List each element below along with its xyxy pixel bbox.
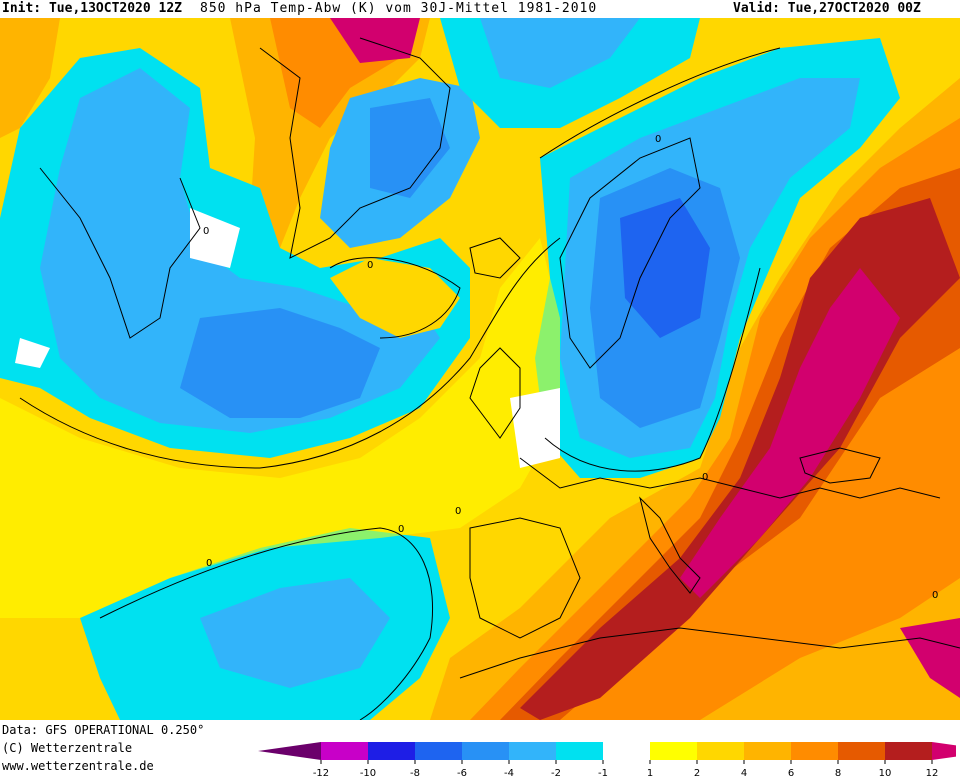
legend-tick-label: -2 bbox=[551, 768, 561, 779]
legend-swatch bbox=[697, 742, 744, 760]
contour-label: 0 bbox=[932, 590, 938, 601]
legend-swatch bbox=[462, 742, 509, 760]
warm-zone-east-max bbox=[680, 268, 900, 598]
contour-label: 0 bbox=[398, 524, 404, 535]
cold-zone-arctic-inner bbox=[480, 18, 640, 88]
zero-contour-europe bbox=[539, 47, 781, 472]
coastline-black-sea bbox=[799, 447, 881, 484]
cold-zone-canada-core bbox=[180, 308, 380, 418]
warm-zone-northwest bbox=[0, 18, 60, 138]
legend-tick-label: -6 bbox=[457, 768, 467, 779]
warm-zone-greenland-peak bbox=[330, 18, 420, 63]
coastline-canada bbox=[39, 167, 201, 339]
legend-tick-label: 4 bbox=[741, 768, 747, 779]
neutral-zone-1 bbox=[190, 208, 240, 268]
coastline-iberia bbox=[469, 517, 581, 639]
coastline-greenland bbox=[259, 37, 451, 259]
contour-labels: 0 0 0 0 0 0 0 0 bbox=[203, 134, 938, 601]
contour-label: 0 bbox=[702, 472, 708, 483]
neutral-zone-3 bbox=[15, 338, 50, 368]
legend-tick-label: -12 bbox=[313, 768, 329, 779]
legend-swatch bbox=[509, 742, 556, 760]
coastline-north-africa bbox=[459, 627, 960, 679]
map-title-bar: Init: Tue,13OCT2020 12Z 850 hPa Temp-Abw… bbox=[0, 0, 960, 18]
copyright-label: (C) Wetterzentrale bbox=[2, 741, 133, 755]
legend-tick-label: 10 bbox=[879, 768, 892, 779]
legend-swatch bbox=[603, 742, 650, 760]
legend-swatch bbox=[838, 742, 885, 760]
coastline-british-isles bbox=[469, 347, 521, 439]
map-canvas: 0 0 0 0 0 0 0 0 bbox=[0, 18, 960, 720]
legend-swatch bbox=[791, 742, 838, 760]
map-footer: Data: GFS OPERATIONAL 0.250° (C) Wetterz… bbox=[0, 720, 960, 782]
legend-tick-label: 12 bbox=[926, 768, 939, 779]
data-source-label: Data: GFS OPERATIONAL 0.250° bbox=[2, 723, 205, 737]
legend-swatch bbox=[885, 742, 932, 760]
legend-swatch bbox=[744, 742, 791, 760]
legend-tick-label: 6 bbox=[788, 768, 794, 779]
product-title: 850 hPa Temp-Abw (K) vom 30J-Mittel 1981… bbox=[200, 1, 598, 16]
valid-time-label: Valid: Tue,27OCT2020 00Z bbox=[733, 1, 921, 16]
coastlines bbox=[39, 37, 960, 679]
contour-label: 0 bbox=[367, 260, 373, 271]
legend-swatch bbox=[556, 742, 603, 760]
website-label: www.wetterzentrale.de bbox=[2, 759, 154, 773]
coastline-scandinavia bbox=[559, 137, 701, 369]
warm-zone-greenland-north bbox=[230, 18, 430, 248]
yellow-band-atlantic bbox=[0, 238, 560, 618]
legend-tick-label: -4 bbox=[504, 768, 514, 779]
legend-swatch bbox=[932, 742, 956, 760]
legend-swatch bbox=[258, 742, 321, 760]
temperature-anomaly-map: 0 0 0 0 0 0 0 0 bbox=[0, 18, 960, 720]
zero-contour-greenland bbox=[329, 257, 461, 339]
legend-swatch bbox=[650, 742, 697, 760]
contour-label: 0 bbox=[206, 558, 212, 569]
legend-tick-label: 8 bbox=[835, 768, 841, 779]
zero-contour-south bbox=[99, 527, 434, 720]
legend-tick-label: -1 bbox=[598, 768, 608, 779]
contour-label: 0 bbox=[455, 506, 461, 517]
coastline-europe bbox=[519, 457, 941, 499]
zero-contour-west bbox=[19, 237, 561, 469]
color-legend: -12 -10 -8 -6 -4 -2 -1 1 2 4 6 8 10 12 bbox=[258, 742, 956, 779]
contour-label: 0 bbox=[655, 134, 661, 145]
warm-bubble-labrador bbox=[330, 258, 460, 338]
legend-swatch bbox=[368, 742, 415, 760]
legend-tick-label: -8 bbox=[410, 768, 420, 779]
legend-swatch bbox=[415, 742, 462, 760]
contour-label: 0 bbox=[203, 226, 209, 237]
coastline-italy bbox=[639, 496, 701, 594]
neutral-zone-2 bbox=[510, 388, 560, 468]
warm-zone-southeast bbox=[900, 618, 960, 698]
legend-swatch bbox=[321, 742, 368, 760]
legend-tick-label: 1 bbox=[647, 768, 653, 779]
legend-tick-label: -10 bbox=[360, 768, 376, 779]
cold-zone-europe-deep bbox=[620, 198, 710, 338]
legend-tick-label: 2 bbox=[694, 768, 700, 779]
coastline-iceland bbox=[469, 237, 521, 279]
cold-zone-greenland-core bbox=[370, 98, 450, 198]
init-time-label: Init: Tue,13OCT2020 12Z bbox=[2, 1, 183, 16]
cold-zone-subtropical-inner bbox=[200, 578, 390, 688]
